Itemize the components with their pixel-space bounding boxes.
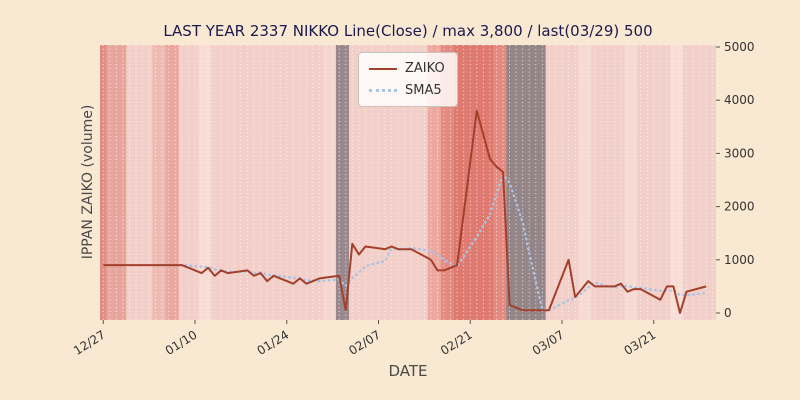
zaiko-line (103, 109, 707, 314)
chart-title: LAST YEAR 2337 NIKKO Line(Close) / max 3… (163, 22, 653, 40)
x-tick-label: 01/24 (255, 328, 292, 358)
y-tick-label: 4000 (724, 93, 755, 107)
background-band (578, 45, 592, 320)
background-band (152, 45, 166, 320)
background-band (670, 45, 684, 320)
background-band (165, 45, 179, 320)
legend-label-zaiko: ZAIKO (405, 61, 445, 76)
y-tick-label: 5000 (724, 40, 755, 54)
legend: ZAIKO SMA5 (358, 52, 458, 107)
background-band (624, 45, 638, 320)
y-tick-label: 3000 (724, 146, 755, 160)
legend-item-sma5: SMA5 (369, 83, 445, 98)
y-tick-label: 0 (724, 306, 732, 320)
y-tick-label: 2000 (724, 200, 755, 214)
x-tick-label: 03/07 (530, 328, 567, 358)
zaiko-line-swatch (369, 67, 397, 70)
x-tick-label: 03/21 (622, 328, 659, 358)
y-tick-label: 1000 (724, 253, 755, 267)
background-band (198, 45, 212, 320)
x-tick-label: 02/21 (438, 328, 475, 358)
sma5-line-swatch (369, 89, 397, 92)
halt-band (506, 45, 546, 320)
x-tick-label: 02/07 (346, 328, 383, 358)
x-axis-label: DATE (388, 362, 428, 380)
legend-item-zaiko: ZAIKO (369, 61, 445, 76)
y-axis-label: IPPAN ZAIKO (volume) (80, 104, 96, 260)
x-tick-label: 01/10 (163, 328, 200, 358)
x-tick-label: 12/27 (71, 328, 108, 358)
legend-label-sma5: SMA5 (405, 83, 442, 98)
background-band (453, 45, 494, 320)
